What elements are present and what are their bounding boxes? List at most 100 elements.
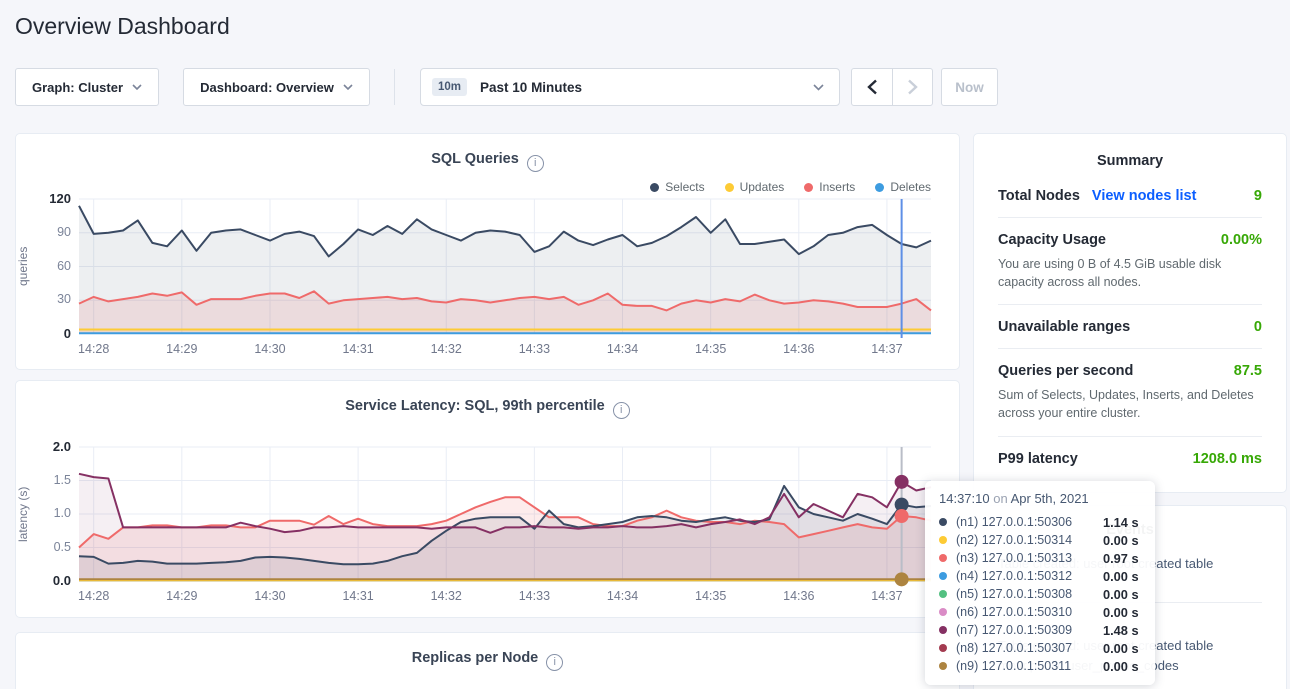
crosshair-dot-n3 <box>894 509 909 524</box>
legend-dot-icon <box>650 182 660 192</box>
crosshair-dot-n1 <box>894 497 909 512</box>
sql-queries-panel: SQL Queries Selects Updates Inserts Deletes… <box>15 133 960 370</box>
legend-item-selects[interactable]: Selects <box>650 180 705 194</box>
legend-item-deletes[interactable]: Deletes <box>875 180 931 194</box>
y-axis-tick: 0.0 <box>52 573 71 588</box>
tooltip-node-row: (n1) 127.0.0.1:50306 1.14 s <box>939 513 1141 531</box>
tooltip-node-row: (n4) 127.0.0.1:50312 0.00 s <box>939 567 1141 585</box>
chart-legend: Selects Updates Inserts Deletes <box>650 180 931 194</box>
view-nodes-list-link[interactable]: View nodes list <box>1091 188 1197 204</box>
chevron-down-icon <box>813 83 824 91</box>
sql-queries-plot[interactable]: 0 30 60 90 120 queries 14:28 14:29 14:30 14:31 14:… <box>16 191 932 356</box>
info-icon[interactable] <box>612 401 630 419</box>
time-forward-button[interactable] <box>892 69 932 105</box>
legend-label: Selects <box>665 180 705 194</box>
chart-title-row: Service Latency: SQL, 99th percentile <box>16 398 959 419</box>
legend-label: Inserts <box>819 180 856 194</box>
info-icon[interactable] <box>526 154 544 172</box>
y-axis-tick: 60 <box>57 258 71 273</box>
x-axis-tick: 14:36 <box>783 589 815 603</box>
time-range-selector[interactable]: 10m Past 10 Minutes <box>420 68 840 106</box>
tooltip-node-row: (n9) 127.0.0.1:50311 0.00 s <box>939 657 1141 675</box>
y-axis-unit-label: queries <box>16 246 30 287</box>
legend-item-updates[interactable]: Updates <box>724 180 785 194</box>
chart-title-row: SQL Queries <box>16 151 959 172</box>
x-axis-tick: 14:31 <box>342 589 374 603</box>
replicas-per-node-title: Replicas per Node <box>411 650 539 666</box>
time-back-button[interactable] <box>852 69 892 105</box>
page-title: Overview Dashboard <box>15 13 230 39</box>
node-color-dot-icon <box>939 626 947 634</box>
y-axis-unit-label: latency (s) <box>16 486 30 542</box>
summary-item: Total Nodes View nodes list 9 <box>998 174 1262 218</box>
series-line-Inserts <box>78 290 932 312</box>
tooltip-node-value: 0.97 s <box>1103 550 1139 566</box>
tooltip-timestamp: 14:37:10 on Apr 5th, 2021 <box>939 491 1141 506</box>
tooltip-node-label: (n6) 127.0.0.1:50310 <box>956 605 1073 619</box>
node-color-dot-icon <box>939 572 947 580</box>
tooltip-node-value: 0.00 s <box>1103 604 1139 620</box>
tooltip-node-row: (n5) 127.0.0.1:50308 0.00 s <box>939 585 1141 603</box>
y-axis-tick: 1.5 <box>53 472 71 487</box>
node-color-dot-icon <box>939 590 947 598</box>
sql-queries-svg <box>78 198 932 338</box>
time-nav-arrows <box>851 68 933 106</box>
legend-item-inserts[interactable]: Inserts <box>804 180 855 194</box>
service-latency-plot[interactable]: 0.0 0.5 1.0 1.5 2.0 latency (s) 14:28 14:29 14:3… <box>16 439 932 603</box>
summary-item-value: 1208.0 ms <box>1192 450 1262 467</box>
node-color-dot-icon <box>939 608 947 616</box>
legend-dot-icon <box>724 182 734 192</box>
x-axis-tick: 14:30 <box>254 342 286 356</box>
series-line-Selects <box>78 205 932 258</box>
tooltip-node-row: (n7) 127.0.0.1:50309 1.48 s <box>939 621 1141 639</box>
tooltip-node-label: (n8) 127.0.0.1:50307 <box>956 641 1073 655</box>
legend-label: Deletes <box>890 180 931 194</box>
tooltip-node-value: 0.00 s <box>1103 568 1139 584</box>
series-area-n7 <box>79 473 931 581</box>
x-axis-tick: 14:32 <box>430 342 462 356</box>
crosshair-dot-n9 <box>894 572 909 587</box>
x-axis-tick: 14:30 <box>254 589 286 603</box>
tooltip-node-row: (n3) 127.0.0.1:50313 0.97 s <box>939 549 1141 567</box>
now-button[interactable]: Now <box>941 68 998 106</box>
dashboard-dropdown[interactable]: Dashboard: Overview <box>183 68 370 106</box>
summary-item: Unavailable ranges 0 <box>998 305 1262 350</box>
y-axis-tick: 1.0 <box>53 506 71 520</box>
summary-item-label: P99 latency <box>998 450 1078 467</box>
tooltip-node-value: 0.00 s <box>1103 640 1139 656</box>
info-icon[interactable] <box>546 653 564 671</box>
series-line-n3 <box>78 496 932 549</box>
crosshair-dot-n7 <box>894 474 909 489</box>
chevron-down-icon <box>132 84 142 90</box>
graph-dropdown[interactable]: Graph: Cluster <box>15 68 159 106</box>
summary-item-line: Queries per second 87.5 <box>998 363 1262 379</box>
y-axis-tick: 120 <box>49 191 71 206</box>
summary-item-label: Total Nodes <box>998 188 1080 204</box>
x-axis-tick: 14:32 <box>430 589 462 603</box>
tooltip-date: Apr 5th, 2021 <box>1010 491 1089 506</box>
summary-item: Capacity Usage 0.00% You are using 0 B of … <box>998 218 1262 306</box>
summary-item-line: Unavailable ranges 0 <box>998 319 1262 335</box>
y-axis-tick: 2.0 <box>52 439 71 454</box>
summary-item: P99 latency 1208.0 ms <box>998 437 1262 480</box>
series-line-n1 <box>78 484 932 566</box>
x-axis-tick: 14:29 <box>166 589 198 603</box>
summary-item-line: Capacity Usage 0.00% <box>998 232 1262 248</box>
tooltip-node-label: (n9) 127.0.0.1:50311 <box>956 659 1072 673</box>
x-axis-tick: 14:29 <box>166 342 198 356</box>
summary-rows: Total Nodes View nodes list 9 Capacity Usag… <box>998 174 1262 480</box>
time-range-label: Past 10 Minutes <box>480 79 583 95</box>
y-axis-tick: 30 <box>57 292 71 307</box>
chart-title-row: Replicas per Node <box>16 650 959 671</box>
tooltip-node-row: (n2) 127.0.0.1:50314 0.00 s <box>939 531 1141 549</box>
tooltip-rows: (n1) 127.0.0.1:50306 1.14 s (n2) 127.0.0.1… <box>939 513 1141 675</box>
legend-label: Updates <box>739 180 785 194</box>
x-axis-tick: 14:34 <box>606 342 639 356</box>
node-color-dot-icon <box>939 644 947 652</box>
x-axis-tick: 14:34 <box>606 589 639 603</box>
x-axis-tick: 14:37 <box>871 342 903 356</box>
graph-dropdown-label: Graph: Cluster <box>31 79 123 95</box>
summary-item-line: P99 latency 1208.0 ms <box>998 451 1262 467</box>
summary-item-label: Queries per second <box>998 363 1134 380</box>
x-axis-tick: 14:28 <box>78 342 110 356</box>
